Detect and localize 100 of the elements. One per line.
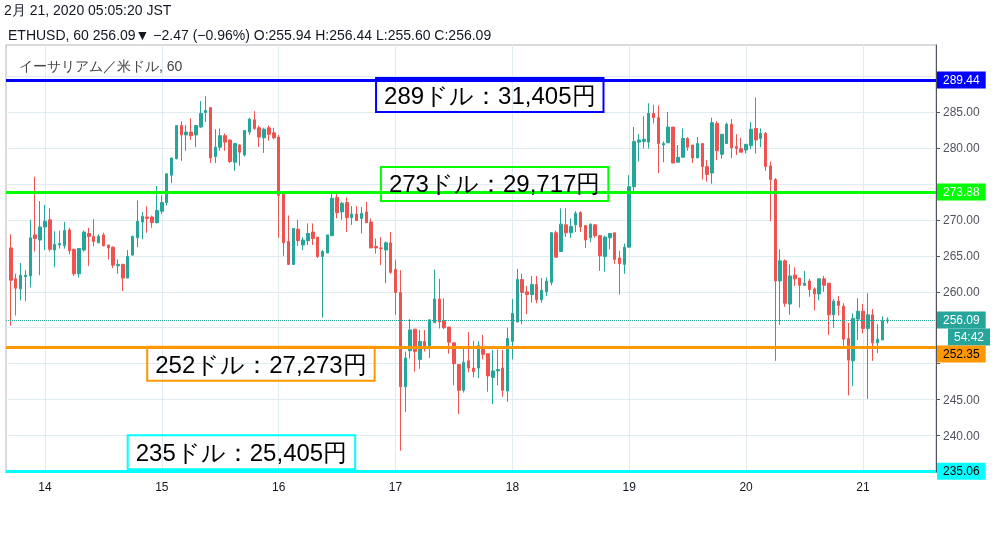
candlestick: [662, 140, 665, 163]
candlestick: [759, 127, 762, 148]
x-tick-label: 19: [622, 480, 637, 494]
candlestick: [657, 104, 660, 174]
x-tick-label: 20: [739, 480, 754, 494]
text: 2月 21, 2020 05:05:20 JST: [4, 2, 172, 18]
candlestick: [111, 245, 115, 269]
candlestick: [335, 193, 339, 219]
candlestick: [754, 97, 758, 155]
candlestick: [535, 275, 538, 304]
candlestick: [29, 219, 32, 288]
candlestick: [861, 303, 865, 334]
candlestick: [384, 240, 388, 284]
candlestick: [554, 230, 558, 258]
y-tick-label: 285.00: [943, 104, 981, 119]
candlestick: [175, 125, 178, 160]
candlestick: [671, 126, 675, 164]
candlestick: [394, 259, 397, 316]
candlestick: [817, 278, 821, 301]
candlestick: [462, 348, 465, 393]
candlestick: [355, 205, 358, 222]
candlestick: [564, 207, 568, 238]
x-tick-label: 21: [856, 480, 870, 494]
candlestick: [559, 207, 563, 252]
candlestick: [180, 120, 183, 162]
ref-line-label: 273.88: [943, 184, 981, 199]
x-tick-label: 18: [505, 480, 520, 494]
candlestick: [243, 129, 246, 158]
candlestick: [238, 143, 241, 167]
candlestick: [540, 277, 543, 304]
candlestick: [739, 137, 743, 153]
candlestick: [287, 215, 290, 265]
ref-line-label: 252.35: [943, 346, 981, 361]
candlestick: [126, 249, 129, 279]
candlestick: [696, 136, 699, 159]
candlestick: [589, 222, 592, 243]
text: 54:42: [954, 329, 985, 344]
candlestick: [686, 136, 689, 152]
candlestick: [506, 327, 509, 403]
annotation: 252ドル：27,273円: [155, 350, 367, 378]
candlestick: [248, 117, 251, 136]
candlestick: [116, 258, 120, 275]
candlestick: [613, 232, 616, 265]
text: イーサリアム／米ドル, 60: [19, 58, 183, 74]
candlestick: [282, 191, 285, 257]
candlestick: [209, 107, 212, 164]
candlestick: [803, 270, 806, 287]
candlestick: [764, 131, 767, 172]
y-tick-label: 260.00: [943, 284, 981, 299]
y-tick-label: 240.00: [943, 428, 981, 443]
candlestick: [136, 199, 139, 248]
x-tick-label: 15: [155, 480, 169, 494]
candlestick: [350, 205, 353, 226]
candlestick: [808, 278, 811, 298]
candlestick: [262, 127, 266, 154]
candlestick: [569, 217, 573, 239]
chart-title: ETHUSD, 60 256.09▼ −2.47 (−0.96%) O:255.94 H:256.44 L:255.60 C:256.09: [8, 27, 492, 43]
candlestick: [715, 120, 719, 161]
y-tick-label: 245.00: [943, 392, 981, 407]
y-tick-label: 280.00: [943, 140, 981, 155]
candlestick: [876, 323, 879, 354]
ref-line-label: 289.44: [943, 72, 981, 87]
candlestick: [189, 117, 193, 141]
candlestick: [204, 95, 207, 123]
x-tick-label: 16: [271, 480, 286, 494]
candlestick: [842, 302, 845, 347]
candlestick: [769, 161, 772, 222]
candlestick: [345, 197, 349, 233]
candlestick: [813, 286, 816, 311]
candlestick: [24, 269, 27, 302]
candlestick: [9, 233, 13, 327]
candlestick: [837, 295, 840, 317]
candlestick: [33, 176, 37, 252]
candlestick: [340, 201, 344, 221]
candlestick: [141, 211, 144, 240]
ref-line-label: 256.09: [943, 312, 981, 327]
candlestick: [48, 207, 52, 252]
candlestick: [170, 157, 173, 184]
candlestick: [788, 263, 792, 316]
candlestick: [296, 219, 300, 247]
candlestick: [184, 124, 188, 152]
candlestick: [131, 235, 134, 257]
x-tick-label: 14: [38, 480, 52, 494]
candlestick: [472, 340, 475, 378]
candlestick: [399, 269, 402, 452]
candlestick: [58, 230, 61, 250]
candlestick: [652, 104, 655, 124]
candlestick: [321, 249, 324, 319]
candlestick: [457, 363, 461, 415]
candlestick: [102, 232, 105, 247]
candlestick: [530, 275, 534, 304]
annotation: 235ドル：25,405円: [135, 439, 348, 467]
annotation: 273ドル：29,717円: [388, 170, 601, 198]
candlestick: [584, 225, 587, 249]
candlestick: [121, 263, 125, 292]
candlestick: [550, 231, 553, 286]
candlestick: [691, 144, 694, 164]
candlestick: [292, 227, 295, 265]
candlestick: [63, 221, 66, 250]
candlestick: [545, 276, 548, 297]
